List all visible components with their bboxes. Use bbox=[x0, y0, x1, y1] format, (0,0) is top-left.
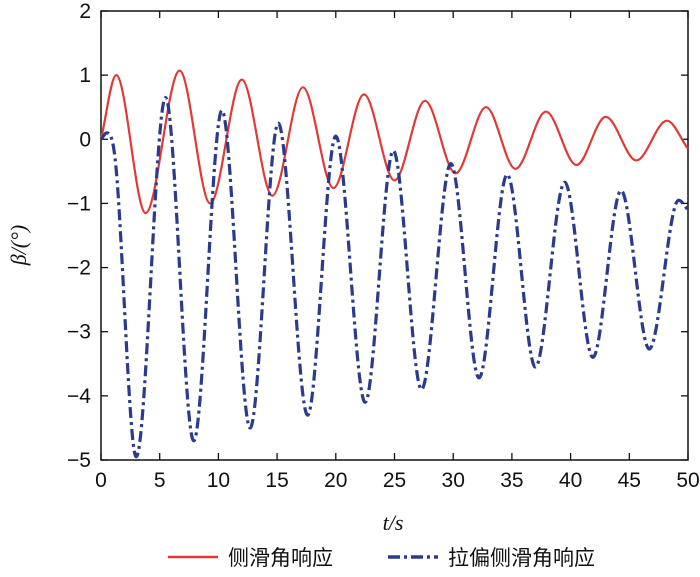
x-tick-label: 40 bbox=[559, 469, 582, 492]
x-tick-label: 15 bbox=[265, 469, 288, 492]
x-tick-label: 5 bbox=[154, 469, 166, 492]
x-tick-label: 10 bbox=[207, 469, 230, 492]
series-line-1 bbox=[99, 69, 689, 215]
x-tick-label: 20 bbox=[324, 469, 347, 492]
series-layer bbox=[99, 69, 690, 459]
y-tick-label: −1 bbox=[67, 192, 91, 215]
y-tick-label: −2 bbox=[67, 257, 91, 280]
x-tick-label: 45 bbox=[618, 469, 641, 492]
x-axis-label: t/s bbox=[383, 510, 404, 535]
y-tick-label: 1 bbox=[79, 64, 91, 87]
x-tick-label: 25 bbox=[383, 469, 406, 492]
y-tick-label: 0 bbox=[79, 128, 91, 151]
plot-frame bbox=[100, 10, 689, 461]
series-line-2 bbox=[99, 95, 690, 459]
legend-label-series-2: 拉偏侧滑角响应 bbox=[448, 546, 595, 570]
y-tick-label: 2 bbox=[79, 0, 91, 23]
y-axis-label: β/(°) bbox=[6, 225, 31, 267]
legend: 侧滑角响应 拉偏侧滑角响应 bbox=[168, 546, 595, 570]
x-tick-label: 0 bbox=[95, 469, 107, 492]
x-tick-label: 35 bbox=[500, 469, 523, 492]
x-tick-label: 50 bbox=[676, 469, 699, 492]
ticks bbox=[100, 10, 689, 461]
y-tick-label: −4 bbox=[67, 385, 91, 408]
y-tick-label: −5 bbox=[67, 449, 91, 472]
legend-label-series-1: 侧滑角响应 bbox=[228, 546, 333, 570]
y-tick-label: −3 bbox=[67, 321, 91, 344]
plot-area bbox=[99, 10, 690, 461]
x-tick-label: 30 bbox=[442, 469, 465, 492]
